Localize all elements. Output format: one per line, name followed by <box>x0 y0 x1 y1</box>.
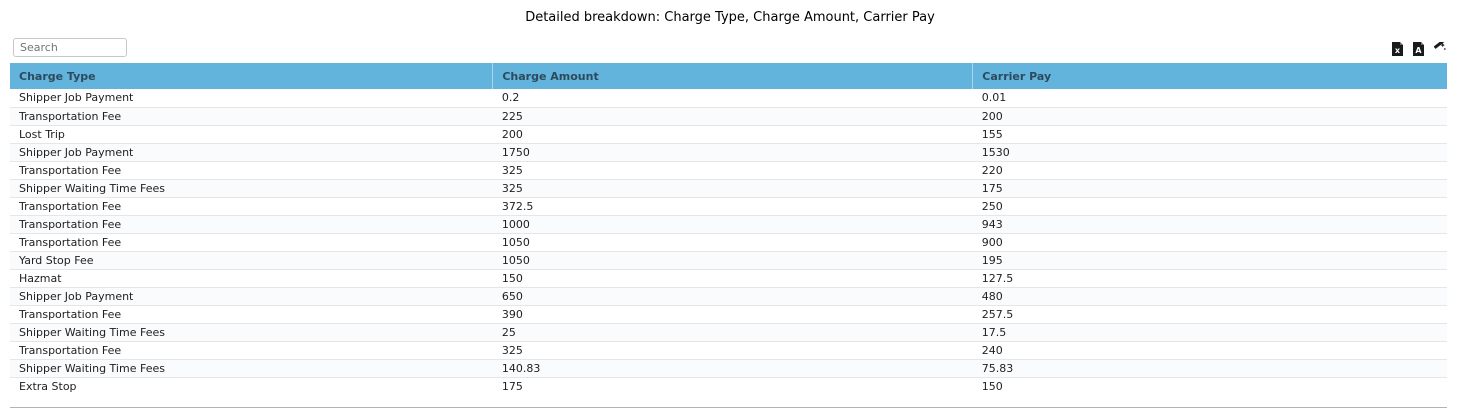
table-cell: Shipper Job Payment <box>19 289 134 303</box>
table-row[interactable]: Transportation Fee 1050 900 <box>10 233 1447 251</box>
table-cell: 325 <box>501 163 523 177</box>
table-row[interactable]: Transportation Fee 225 200 <box>10 107 1447 125</box>
table-cell: Extra Stop <box>19 379 77 393</box>
search-input[interactable] <box>13 38 127 57</box>
table-cell: 220 <box>981 163 1003 177</box>
table-cell: 900 <box>981 235 1003 249</box>
table-cell: Shipper Waiting Time Fees <box>19 361 165 375</box>
column-header-charge-type[interactable]: Charge Type <box>10 63 493 89</box>
table-cell: Transportation Fee <box>19 235 122 249</box>
page-title: Detailed breakdown: Charge Type, Charge … <box>525 10 935 25</box>
table-cell: 1050 <box>501 235 530 249</box>
pdf-export-icon[interactable]: A <box>1411 42 1425 56</box>
table-row[interactable]: Transportation Fee 325 240 <box>10 341 1447 359</box>
table-row[interactable]: Shipper Job Payment 1750 1530 <box>10 143 1447 161</box>
table-body: Shipper Job Payment 0.2 0.01 Transportation… <box>10 89 1447 395</box>
table-row[interactable]: Lost Trip 200 155 <box>10 125 1447 143</box>
table-row[interactable]: Shipper Waiting Time Fees 325 175 <box>10 179 1447 197</box>
table-cell: 0.01 <box>981 91 1007 105</box>
table-cell: 1000 <box>501 217 530 231</box>
table-cell: 17.5 <box>981 325 1007 339</box>
table-row[interactable]: Shipper Waiting Time Fees 25 17.5 <box>10 323 1447 341</box>
toolbar-icons: x A <box>1390 42 1446 56</box>
table-row[interactable]: Shipper Job Payment 0.2 0.01 <box>10 89 1447 107</box>
table-row[interactable]: Extra Stop 175 150 <box>10 377 1447 395</box>
table-cell: Hazmat <box>19 271 62 285</box>
svg-text:A: A <box>1415 46 1422 55</box>
data-table: Charge Type Charge Amount Carrier Pay Sh… <box>10 63 1447 408</box>
table-cell: 75.83 <box>981 361 1014 375</box>
table-cell: 155 <box>981 127 1003 141</box>
table-cell: 127.5 <box>981 271 1014 285</box>
column-header-charge-amount[interactable]: Charge Amount <box>492 63 973 89</box>
table-cell: 175 <box>981 181 1003 195</box>
excel-export-icon[interactable]: x <box>1390 42 1404 56</box>
table-cell: 480 <box>981 289 1003 303</box>
table-cell: 943 <box>981 217 1003 231</box>
table-row[interactable]: Yard Stop Fee 1050 195 <box>10 251 1447 269</box>
table-cell: 390 <box>501 307 523 321</box>
table-cell: 1530 <box>981 145 1010 159</box>
table-row[interactable]: Shipper Waiting Time Fees 140.83 75.83 <box>10 359 1447 377</box>
table-cell: 250 <box>981 199 1003 213</box>
table-cell: Shipper Job Payment <box>19 145 134 159</box>
table-cell: Shipper Waiting Time Fees <box>19 181 165 195</box>
table-cell: 195 <box>981 253 1003 267</box>
table-cell: 257.5 <box>981 307 1014 321</box>
table-cell: 140.83 <box>501 361 541 375</box>
table-cell: 1750 <box>501 145 530 159</box>
table-cell: Transportation Fee <box>19 217 122 231</box>
table-row[interactable]: Transportation Fee 372.5 250 <box>10 197 1447 215</box>
table-cell: Shipper Waiting Time Fees <box>19 325 165 339</box>
table-cell: 225 <box>501 109 523 123</box>
table-cell: 25 <box>501 325 516 339</box>
table-cell: Transportation Fee <box>19 109 122 123</box>
table-cell: 1050 <box>501 253 530 267</box>
column-header-carrier-pay[interactable]: Carrier Pay <box>972 63 1447 89</box>
table-cell: 200 <box>981 109 1003 123</box>
table-cell: 175 <box>501 379 523 393</box>
table-cell: 200 <box>501 127 523 141</box>
table-cell: Shipper Job Payment <box>19 91 134 105</box>
table-row[interactable]: Shipper Job Payment 650 480 <box>10 287 1447 305</box>
table-cell: 325 <box>501 181 523 195</box>
table-cell: 0.2 <box>501 91 520 105</box>
table-cell: 150 <box>501 271 523 285</box>
table-cell: Transportation Fee <box>19 343 122 357</box>
table-header-row: Charge Type Charge Amount Carrier Pay <box>10 63 1447 89</box>
toolbar: x A <box>0 36 1460 60</box>
table-cell: Transportation Fee <box>19 163 122 177</box>
table-row[interactable]: Transportation Fee 325 220 <box>10 161 1447 179</box>
table-cell: 240 <box>981 343 1003 357</box>
svg-text:x: x <box>1394 46 1400 55</box>
table-cell: Lost Trip <box>19 127 65 141</box>
table-row[interactable]: Transportation Fee 390 257.5 <box>10 305 1447 323</box>
table-cell: Transportation Fee <box>19 307 122 321</box>
table-cell: 650 <box>501 289 523 303</box>
table-cell: Transportation Fee <box>19 199 122 213</box>
table-cell: 325 <box>501 343 523 357</box>
table-cell: Yard Stop Fee <box>19 253 94 267</box>
table-row[interactable]: Hazmat 150 127.5 <box>10 269 1447 287</box>
table-cell: 150 <box>981 379 1003 393</box>
magic-wand-icon[interactable] <box>1432 42 1446 56</box>
table-row[interactable]: Transportation Fee 1000 943 <box>10 215 1447 233</box>
table-cell: 372.5 <box>501 199 534 213</box>
